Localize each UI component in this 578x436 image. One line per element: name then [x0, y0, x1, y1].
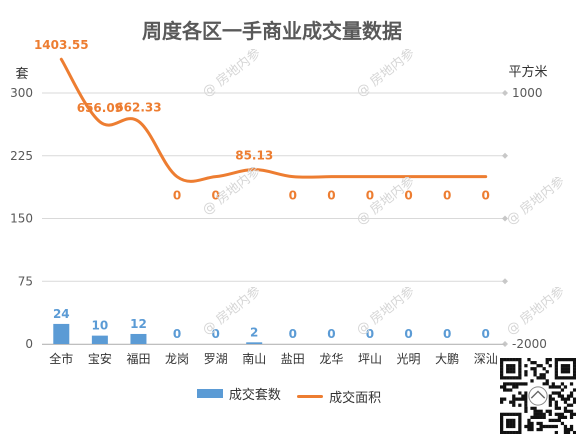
x-tick-label: 深汕	[474, 352, 498, 366]
x-tick-label: 南山	[242, 351, 266, 366]
left-axis-label: 套	[15, 66, 28, 82]
left-tick-label: 75	[18, 274, 33, 288]
line-label: 662.33	[115, 100, 161, 114]
gridlines	[42, 90, 508, 347]
series-line	[59, 57, 488, 183]
line-label: 0	[366, 189, 374, 203]
left-tick-label: 300	[10, 86, 33, 100]
right-grid-marker	[502, 215, 508, 222]
legend: 成交套数 成交面积	[0, 384, 578, 406]
chart-title: 周度各区一手商业成交量数据	[142, 19, 402, 43]
bar-label: 0	[443, 327, 451, 341]
x-tick-label: 光明	[397, 352, 421, 366]
bar-label: 2	[250, 325, 258, 339]
x-tick-label: 坪山	[358, 352, 382, 366]
qr-code	[500, 358, 576, 434]
legend-swatch-bar	[196, 389, 223, 398]
x-tick-label: 龙岗	[165, 352, 189, 366]
line-label: 656.09	[77, 101, 123, 115]
line-label: 0	[443, 189, 451, 203]
right-tick-label: -2000	[512, 337, 547, 351]
bar-label: 0	[327, 327, 335, 341]
line-label: 0	[289, 189, 297, 203]
bar	[91, 335, 108, 344]
bar-label: 0	[173, 327, 181, 341]
line-label: 85.13	[235, 149, 273, 163]
left-tick-label: 225	[10, 149, 33, 163]
x-tick-label: 宝安	[88, 351, 112, 366]
x-tick-label: 龙华	[319, 352, 343, 366]
bar-label: 0	[211, 327, 219, 341]
right-grid-marker	[502, 152, 508, 159]
legend-label-bar: 成交套数	[228, 388, 281, 403]
bar-label: 24	[53, 307, 70, 321]
bar	[246, 342, 263, 344]
bar-label: 12	[130, 317, 147, 331]
right-tick-label: 1000	[512, 86, 543, 100]
legend-swatch-line	[297, 395, 324, 398]
line-label: 0	[404, 189, 412, 203]
bar-label: 0	[482, 327, 490, 341]
x-tick-label: 罗湖	[204, 351, 228, 366]
bar	[130, 333, 147, 344]
bar-series	[53, 323, 263, 344]
left-tick-label: 150	[10, 212, 33, 226]
line-label: 0	[482, 189, 490, 203]
right-grid-marker	[502, 90, 508, 96]
x-tick-label: 大鹏	[435, 352, 459, 366]
line-label: 1403.55	[34, 38, 89, 52]
x-tick-label: 福田	[126, 351, 150, 366]
right-grid-marker	[502, 278, 508, 285]
bar-label: 0	[366, 327, 374, 341]
right-axis-label: 平方米	[508, 64, 547, 80]
legend-item-line[interactable]: 成交面积	[297, 387, 381, 406]
x-tick-label: 盐田	[281, 352, 305, 366]
line-label: 0	[211, 189, 219, 203]
bar	[53, 323, 70, 344]
legend-label-line: 成交面积	[329, 391, 382, 406]
line-label: 0	[327, 189, 335, 203]
axis-ticks: 075150225300-20001000全市 宝安 福田 龙岗 罗湖 南山 盐田 龙华 坪山光…	[10, 86, 547, 366]
legend-item-bar[interactable]: 成交套数	[196, 384, 281, 403]
left-tick-label: 0	[25, 337, 33, 351]
bar-label: 0	[404, 327, 412, 341]
line-series	[59, 57, 488, 183]
bar-label: 10	[92, 319, 109, 333]
line-label: 0	[173, 189, 181, 203]
bar-label: 0	[289, 327, 297, 341]
x-tick-label: 全市	[49, 351, 73, 366]
